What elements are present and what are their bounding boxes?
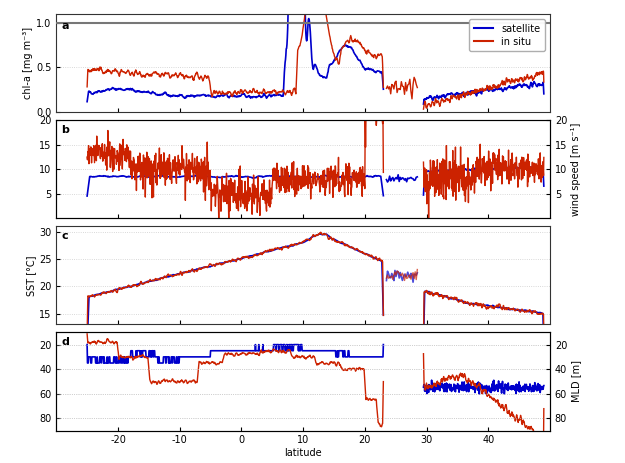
Text: c: c <box>61 231 68 241</box>
Y-axis label: SST [°C]: SST [°C] <box>26 255 36 295</box>
Y-axis label: chl-a [mg m⁻³]: chl-a [mg m⁻³] <box>23 27 33 99</box>
Text: d: d <box>61 337 69 347</box>
Y-axis label: wind speed [m s⁻¹]: wind speed [m s⁻¹] <box>571 123 581 216</box>
Text: b: b <box>61 125 69 135</box>
Legend: satellite, in situ: satellite, in situ <box>469 19 545 51</box>
Text: a: a <box>61 21 69 31</box>
X-axis label: latitude: latitude <box>284 448 322 458</box>
Y-axis label: MLD [m]: MLD [m] <box>571 361 581 402</box>
